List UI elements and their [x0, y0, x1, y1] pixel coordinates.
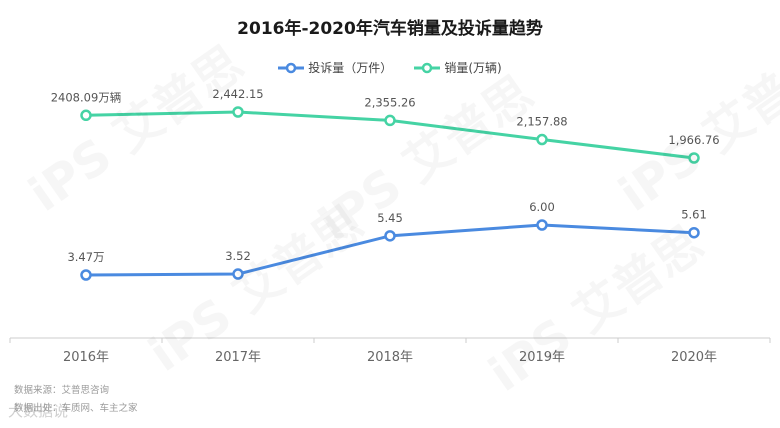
data-label: 2408.09万辆: [51, 90, 122, 104]
legend-label-sales: 销量(万辆): [444, 61, 502, 75]
data-point[interactable]: [80, 109, 92, 122]
data-label: 2,355.26: [364, 95, 415, 109]
x-tick-label: 2017年: [215, 350, 261, 365]
data-label: 6.00: [529, 200, 555, 214]
data-label: 3.47万: [67, 250, 104, 264]
x-tick-label: 2020年: [671, 350, 717, 365]
data-point[interactable]: [536, 219, 548, 231]
data-point[interactable]: [232, 106, 244, 118]
data-label: 2,157.88: [516, 115, 567, 129]
source-line-2: 数据出处：车质网、车主之家: [14, 403, 138, 414]
data-label: 3.52: [225, 249, 251, 263]
data-label: 5.61: [681, 208, 707, 222]
legend-item-sales[interactable]: 销量(万辆): [414, 59, 502, 76]
data-label: 1,966.76: [668, 133, 719, 147]
data-point[interactable]: [688, 226, 700, 239]
data-point[interactable]: [232, 268, 244, 280]
x-tick-label: 2016年: [63, 350, 109, 365]
chart-title: 2016年-2020年汽车销量及投诉量趋势: [237, 19, 543, 39]
data-point[interactable]: [80, 269, 92, 281]
source-line-1: 数据来源：艾普思咨询: [14, 385, 110, 396]
x-tick-label: 2018年: [367, 350, 413, 365]
data-point[interactable]: [384, 230, 396, 242]
legend-label-complaints: 投诉量（万件）: [308, 61, 393, 75]
data-point[interactable]: [384, 114, 396, 127]
legend-item-complaints[interactable]: 投诉量（万件）: [278, 59, 392, 76]
legend: 投诉量（万件） 销量(万辆): [0, 59, 780, 76]
data-point[interactable]: [536, 133, 548, 146]
x-tick-label: 2019年: [519, 350, 565, 365]
site-watermark: 大数据说: [8, 402, 69, 420]
legend-marker-complaints-icon: [278, 62, 305, 73]
data-point[interactable]: [688, 152, 700, 164]
data-label: 5.45: [377, 211, 403, 225]
legend-marker-sales-icon: [414, 62, 441, 73]
data-label: 2,442.15: [212, 87, 263, 101]
